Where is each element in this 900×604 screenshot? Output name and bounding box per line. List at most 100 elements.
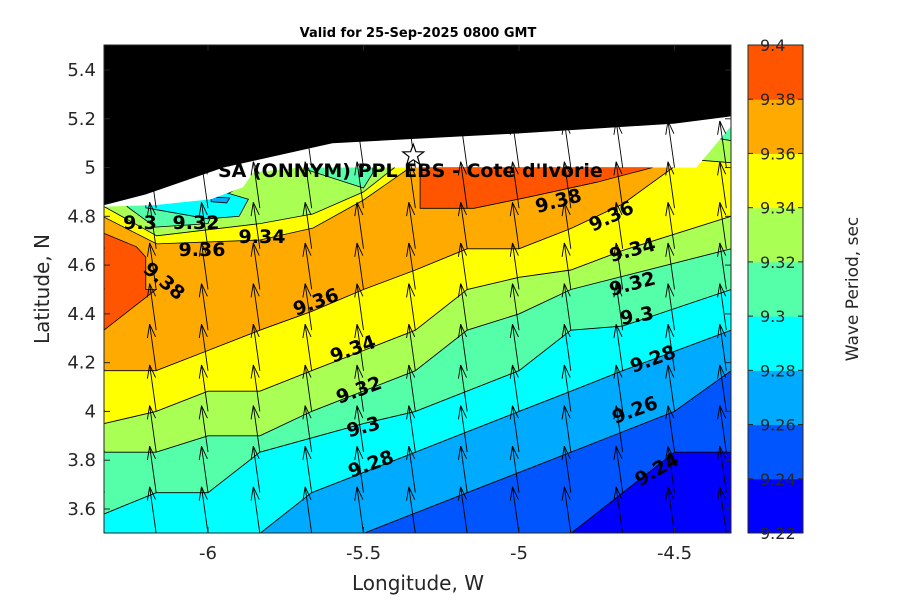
- wave-direction-arrow: [457, 120, 468, 168]
- wave-direction-arrow: [104, 336, 105, 371]
- wave-direction-arrow: [457, 324, 468, 371]
- plot-frame: [103, 44, 732, 534]
- wave-direction-arrow: [457, 242, 468, 290]
- wave-direction-arrow: [250, 161, 261, 209]
- wave-direction-arrow: [250, 486, 261, 533]
- wave-direction-arrow: [302, 405, 313, 453]
- chart-title: Valid for 25-Sep-2025 0800 GMT: [300, 26, 537, 41]
- wave-direction-arrow: [457, 161, 468, 209]
- wave-direction-arrow: [561, 120, 572, 168]
- wave-direction-arrow: [354, 161, 364, 209]
- contour-line-9.24: [570, 451, 731, 533]
- x-axis-label: Longitude, W: [352, 571, 484, 595]
- wave-direction-arrow: [198, 161, 209, 209]
- wave-direction-arrow: [198, 202, 209, 249]
- wave-direction-arrow: [198, 283, 209, 331]
- wave-direction-arrow: [717, 446, 727, 493]
- colorbar-swatch-9.38-9.4: [748, 45, 803, 100]
- wave-direction-arrow: [665, 161, 675, 209]
- wave-direction-arrow: [665, 202, 675, 249]
- y-axis-label: Latitude, N: [30, 234, 54, 344]
- wave-direction-arrow: [302, 161, 313, 209]
- colorbar-tick-label: 9.32: [760, 253, 796, 272]
- colorbar-swatch-9.36-9.38: [748, 99, 803, 154]
- colorbar-swatch-9.22-9.24: [748, 478, 803, 534]
- wave-direction-arrow: [146, 446, 157, 493]
- wave-direction-arrow: [198, 364, 209, 412]
- wave-direction-arrow: [302, 486, 313, 533]
- y-tick-label: 5.4: [67, 60, 96, 81]
- wave-direction-arrow: [104, 417, 105, 453]
- wave-direction-arrow: [146, 364, 157, 412]
- wave-direction-arrow: [717, 161, 727, 209]
- contour-line-9.26: [363, 370, 731, 533]
- wave-direction-arrow: [665, 446, 675, 493]
- wave-direction-arrow: [665, 364, 675, 412]
- wave-direction-arrow: [250, 405, 261, 453]
- wave-direction-arrow: [146, 324, 157, 371]
- wave-direction-arrow: [613, 486, 624, 533]
- wave-direction-arrow: [561, 486, 572, 533]
- wave-direction-arrow: [146, 283, 157, 331]
- wave-direction-arrow: [561, 242, 572, 290]
- wave-direction-arrow: [613, 242, 624, 290]
- axes: -6 -5.5 -5 -4.5 5.4 5.2 5 4.8 4.6 4.4 4.2 4 3.8 3.6: [67, 45, 731, 564]
- wave-direction-arrow: [665, 242, 675, 290]
- wave-direction-arrow: [406, 202, 416, 249]
- contour-line-9.34: [104, 215, 731, 425]
- wave-direction-arrow: [665, 324, 675, 371]
- wave-direction-arrow: [354, 324, 364, 371]
- colorbar-swatch-9.24-9.26: [748, 424, 803, 480]
- wave-direction-arrow: [509, 283, 520, 331]
- wave-direction-arrow: [613, 120, 624, 168]
- wave-direction-arrow: [613, 161, 624, 209]
- wave-direction-arrow: [457, 364, 468, 412]
- wave-direction-arrow: [354, 242, 364, 290]
- wave-direction-arrow: [104, 498, 105, 533]
- station-label: SA (ONNYM) PPL EBS - Cote d'Ivorie: [218, 160, 603, 182]
- wave-direction-arrow: [198, 446, 209, 493]
- wave-direction-arrow: [250, 283, 261, 331]
- colorbar-swatch-9.3-9.32: [748, 261, 803, 317]
- wave-direction-arrow: [146, 202, 157, 249]
- wave-direction-arrow: [665, 283, 675, 331]
- contour-line-9.36: [104, 154, 691, 372]
- colorbar-tick-label: 9.36: [760, 144, 796, 163]
- contour-label: 9.34: [239, 226, 286, 248]
- wave-direction-arrow: [561, 364, 572, 412]
- colorbar-tick-label: 9.4: [760, 36, 785, 55]
- contour-line-9.3: [104, 289, 731, 515]
- wave-direction-arrow: [104, 255, 105, 290]
- colorbar-tick-label: 9.38: [760, 90, 796, 109]
- wave-direction-arrow: [198, 242, 209, 290]
- wave-direction-arrow: [354, 405, 364, 453]
- wave-direction-arrow: [146, 242, 157, 290]
- wave-direction-arrow: [406, 486, 416, 533]
- wave-direction-arrow: [146, 405, 157, 453]
- wave-direction-arrow: [613, 283, 624, 331]
- wave-direction-arrow: [717, 405, 727, 453]
- wave-direction-arrow: [104, 295, 105, 331]
- wave-direction-arrow: [302, 446, 313, 493]
- wave-direction-arrow: [717, 242, 727, 290]
- wave-direction-arrow: [354, 283, 364, 331]
- wave-direction-arrow: [354, 202, 364, 249]
- colorbar-label: Wave Period, sec: [843, 217, 863, 362]
- wave-direction-arrow: [457, 486, 468, 533]
- y-tick-label: 3.6: [67, 499, 96, 520]
- wave-direction-arrow: [198, 405, 209, 453]
- wave-direction-arrow: [302, 120, 313, 168]
- wave-direction-arrow: [302, 283, 313, 331]
- wave-direction-arrow: [717, 120, 727, 168]
- wave-direction-arrow: [561, 202, 572, 249]
- wave-direction-arrow: [717, 283, 727, 331]
- wave-direction-arrow: [613, 202, 624, 249]
- wave-direction-arrow: [302, 364, 313, 412]
- y-tick-label: 5: [85, 158, 96, 179]
- x-tick-label: -5.5: [346, 543, 381, 564]
- wave-direction-arrow: [509, 405, 520, 453]
- wave-direction-arrow: [509, 486, 520, 533]
- wave-direction-arrow: [406, 161, 416, 209]
- y-tick-label: 4.4: [67, 304, 96, 325]
- wave-direction-arrow: [406, 324, 416, 371]
